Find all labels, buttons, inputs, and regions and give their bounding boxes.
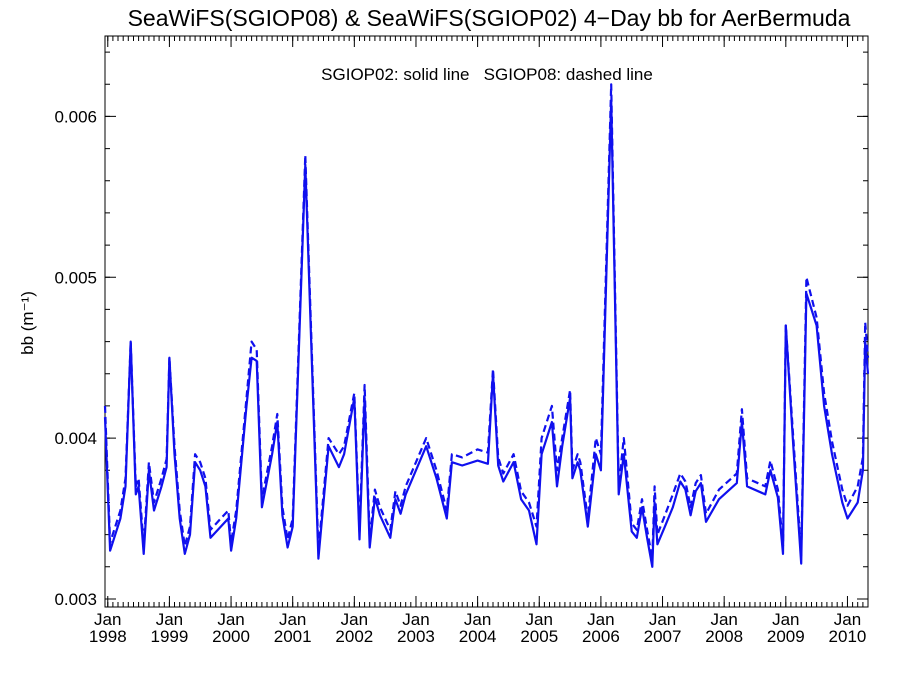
x-tick-label-month: Jan: [94, 610, 121, 629]
chart-title: SeaWiFS(SGIOP08) & SeaWiFS(SGIOP02) 4−Da…: [128, 5, 851, 31]
x-tick-label-year: 2009: [767, 627, 805, 646]
x-tick-label-month: Jan: [587, 610, 614, 629]
y-tick-label: 0.003: [54, 590, 97, 609]
y-tick-label: 0.005: [54, 268, 97, 287]
x-tick-label-month: Jan: [710, 610, 737, 629]
x-tick-label-year: 1998: [89, 627, 127, 646]
x-tick-label-month: Jan: [464, 610, 491, 629]
plot-frame: [104, 35, 869, 608]
x-tick-label-year: 2010: [829, 627, 867, 646]
plot-area: 0.0030.0040.0050.006Jan1998Jan1999Jan200…: [54, 35, 870, 646]
y-tick-label: 0.004: [54, 429, 97, 448]
x-tick-label-month: Jan: [649, 610, 676, 629]
x-tick-label-year: 2004: [459, 627, 497, 646]
x-tick-label-month: Jan: [217, 610, 244, 629]
x-tick-label-year: 2005: [520, 627, 558, 646]
x-tick-label-year: 1999: [150, 627, 188, 646]
x-tick-label-month: Jan: [834, 610, 861, 629]
x-tick-label-month: Jan: [156, 610, 183, 629]
x-tick-label-year: 2007: [644, 627, 682, 646]
x-tick-label-month: Jan: [341, 610, 368, 629]
series-line-sgiop08: [103, 83, 870, 560]
x-tick-label-year: 2002: [335, 627, 373, 646]
series-line-sgiop02: [103, 99, 870, 568]
x-tick-label-month: Jan: [526, 610, 553, 629]
y-tick-label: 0.006: [54, 107, 97, 126]
x-tick-label-year: 2003: [397, 627, 435, 646]
legend-annotation: SGIOP02: solid line SGIOP08: dashed line: [321, 65, 653, 84]
x-tick-label-month: Jan: [279, 610, 306, 629]
x-tick-label-month: Jan: [772, 610, 799, 629]
x-tick-label-month: Jan: [402, 610, 429, 629]
y-axis-label: bb (m⁻¹): [18, 291, 37, 355]
x-tick-label-year: 2006: [582, 627, 620, 646]
x-tick-label-year: 2008: [705, 627, 743, 646]
x-tick-label-year: 2001: [274, 627, 312, 646]
x-tick-label-year: 2000: [212, 627, 250, 646]
